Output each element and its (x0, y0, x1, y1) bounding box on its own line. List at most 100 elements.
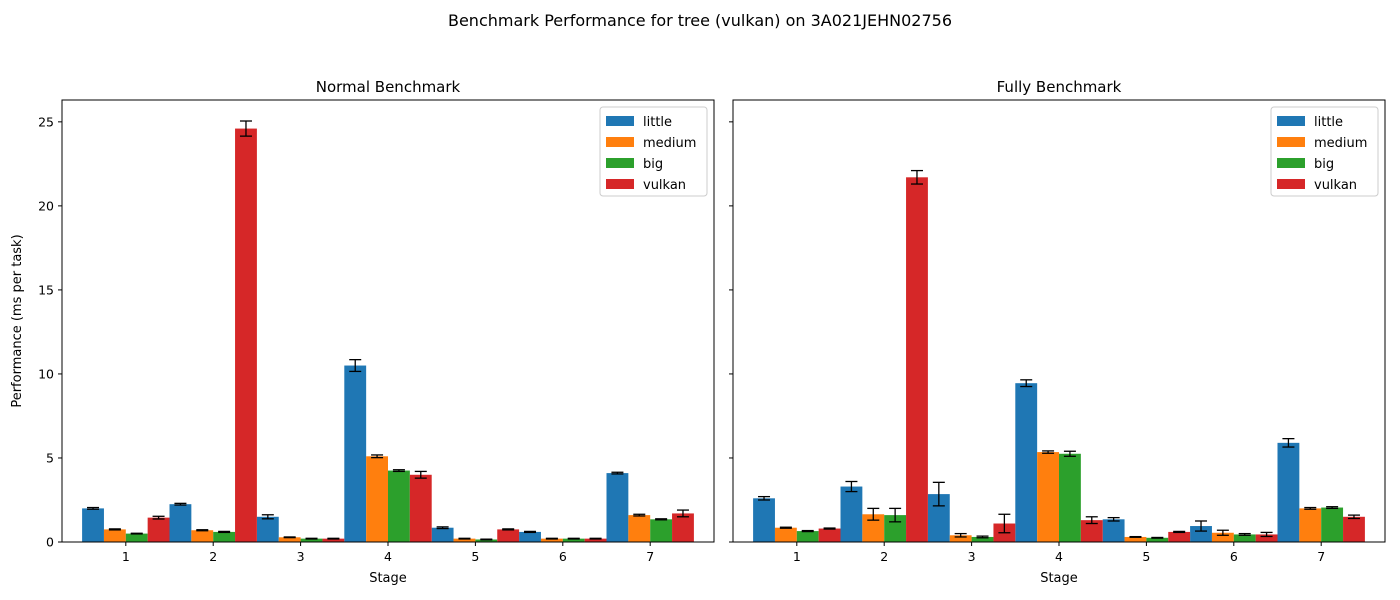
bar-vulkan-stage-1 (147, 517, 170, 542)
errorbar-big-stage-1 (130, 532, 143, 535)
errorbar-little-stage-5 (436, 526, 449, 530)
errorbar-big-stage-3 (976, 535, 989, 539)
bar-big-stage-6 (562, 538, 585, 542)
legend-swatch-little (606, 116, 634, 126)
bar-medium-stage-3 (949, 535, 972, 542)
chart-title: Normal Benchmark (316, 78, 461, 96)
bar-vulkan-stage-5 (497, 529, 520, 542)
x-axis-label: Stage (1040, 571, 1078, 586)
y-tick-label: 15 (38, 282, 54, 297)
series-vulkan (147, 120, 694, 542)
y-tick-label: 25 (38, 114, 54, 129)
x-tick-label: 5 (1142, 549, 1150, 564)
bar-little-stage-1 (753, 498, 775, 542)
errorbar-big-stage-3 (305, 537, 318, 540)
errorbar-little-stage-7 (1282, 437, 1295, 448)
errorbar-medium-stage-3 (283, 536, 296, 539)
errorbar-vulkan-stage-3 (998, 513, 1011, 534)
legend-label-big: big (643, 157, 663, 172)
errorbar-big-stage-2 (889, 507, 902, 523)
errorbar-medium-stage-5 (458, 537, 471, 540)
x-axis-label: Stage (369, 571, 407, 586)
errorbar-medium-stage-2 (196, 529, 209, 532)
errorbar-little-stage-2 (174, 502, 187, 506)
bar-little-stage-2 (840, 486, 863, 542)
errorbar-vulkan-stage-2 (239, 120, 252, 137)
legend-swatch-medium (606, 137, 634, 147)
errorbar-medium-stage-3 (954, 532, 967, 538)
legend: little medium big vulkan (599, 106, 708, 197)
bar-vulkan-stage-2 (906, 177, 928, 542)
errorbar-little-stage-5 (1107, 516, 1120, 522)
bar-little-stage-6 (1190, 526, 1212, 542)
bar-vulkan-stage-2 (235, 128, 257, 542)
x-tick-label: 6 (559, 549, 567, 564)
legend-label-vulkan: vulkan (1314, 178, 1357, 193)
x-tick-label: 7 (1317, 549, 1325, 564)
bar-vulkan-stage-4 (409, 474, 432, 542)
errorbar-medium-stage-6 (1216, 529, 1229, 536)
errorbar-vulkan-stage-7 (1347, 514, 1360, 520)
bar-vulkan-stage-5 (1168, 531, 1191, 542)
series-big (125, 469, 673, 542)
errorbar-medium-stage-2 (867, 507, 880, 521)
errorbar-big-stage-5 (480, 538, 493, 541)
bar-medium-stage-5 (453, 538, 476, 542)
bar-big-stage-2 (213, 531, 236, 542)
bar-medium-stage-2 (191, 530, 214, 542)
errorbar-little-stage-2 (845, 480, 858, 493)
errorbar-little-stage-1 (758, 495, 771, 501)
bar-little-stage-2 (169, 504, 192, 542)
errorbar-big-stage-6 (567, 537, 580, 540)
errorbar-vulkan-stage-1 (823, 527, 836, 530)
legend-swatch-medium (1277, 137, 1305, 147)
errorbar-big-stage-7 (655, 518, 668, 521)
series-medium (103, 454, 651, 542)
legend-swatch-big (606, 158, 634, 168)
errorbar-vulkan-stage-3 (327, 537, 340, 540)
y-tick-label: 5 (46, 450, 54, 465)
legend-box (599, 106, 708, 197)
errorbar-little-stage-4 (349, 359, 362, 373)
series-medium (774, 450, 1322, 542)
figure-suptitle: Benchmark Performance for tree (vulkan) … (448, 11, 952, 30)
bar-little-stage-3 (256, 516, 279, 542)
bar-little-stage-5 (1102, 519, 1125, 542)
errorbar-medium-stage-7 (633, 513, 646, 517)
errorbar-big-stage-4 (392, 469, 405, 473)
errorbar-vulkan-stage-5 (1173, 530, 1186, 534)
bar-medium-stage-7 (1299, 508, 1322, 542)
bar-medium-stage-2 (862, 514, 885, 542)
bar-vulkan-stage-6 (584, 538, 607, 542)
legend-swatch-vulkan (606, 179, 634, 189)
y-tick-label: 10 (38, 366, 54, 381)
bar-medium-stage-1 (774, 527, 797, 542)
bar-big-stage-6 (1233, 534, 1256, 542)
bar-little-stage-7 (606, 473, 629, 542)
bar-big-stage-4 (388, 470, 410, 542)
x-tick-label: 2 (209, 549, 217, 564)
series-big (796, 450, 1344, 542)
bar-medium-stage-4 (1037, 452, 1059, 542)
errorbar-medium-stage-6 (545, 537, 558, 540)
y-tick-label: 0 (46, 535, 54, 550)
bar-little-stage-7 (1277, 442, 1300, 542)
bar-big-stage-3 (300, 538, 323, 542)
x-tick-label: 4 (384, 549, 392, 564)
x-tick-label: 3 (968, 549, 976, 564)
errorbar-vulkan-stage-5 (502, 528, 515, 531)
series-vulkan (818, 169, 1365, 542)
x-tick-label: 3 (297, 549, 305, 564)
bar-vulkan-stage-7 (672, 513, 694, 542)
errorbar-vulkan-stage-7 (676, 509, 689, 518)
legend-label-medium: medium (1314, 136, 1367, 151)
bar-medium-stage-4 (366, 456, 388, 542)
bar-big-stage-7 (1321, 507, 1344, 542)
legend-label-medium: medium (643, 136, 696, 151)
chart-panel-2: 1 2 3 4 5 6 7 Fully Benchmark Stage little medium b… (729, 78, 1386, 586)
legend-label-big: big (1314, 157, 1334, 172)
bar-big-stage-7 (650, 519, 673, 542)
x-tick-label: 5 (471, 549, 479, 564)
